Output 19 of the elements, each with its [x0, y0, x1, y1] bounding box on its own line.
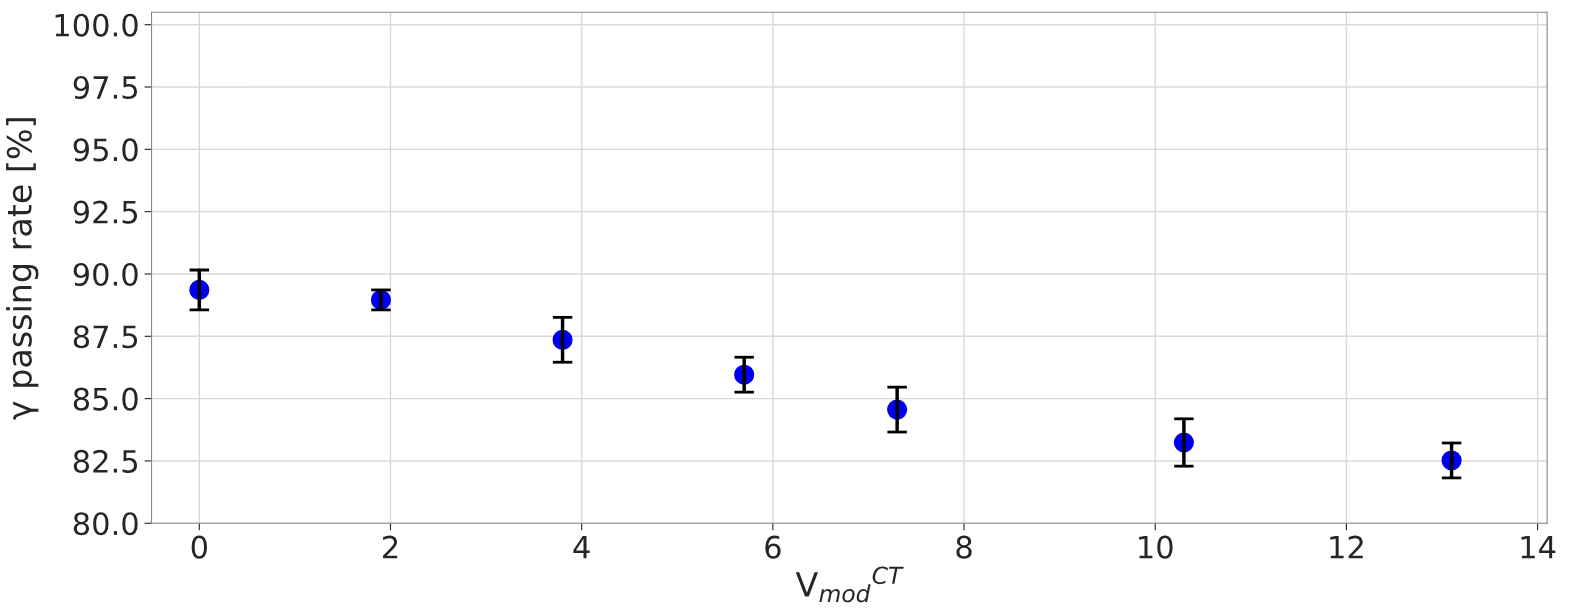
- x-tick-label: 12: [1330, 535, 1363, 559]
- x-tick-label: 10: [1139, 535, 1173, 559]
- y-tick-label: 97.5: [73, 75, 138, 100]
- y-tick-label: 90.0: [73, 262, 138, 287]
- y-tick-label: 82.5: [73, 449, 138, 473]
- x-tick-label: 14: [1521, 536, 1556, 559]
- y-tick-label: 95.0: [73, 138, 138, 162]
- y-tick-label: 92.5: [73, 200, 138, 224]
- y-tick-label: 85.0: [73, 387, 138, 411]
- x-axis-title: V$_{mod}$$^{CT}$: [795, 566, 904, 603]
- y-tick-label: 80.0: [73, 512, 138, 536]
- x-tick-label: 6: [765, 535, 781, 559]
- y-tick-label: 100.0: [55, 13, 138, 37]
- x-tick-label: 2: [383, 535, 398, 559]
- x-tick-label: 0: [191, 535, 208, 559]
- y-axis-title: γ passing rate [%]: [6, 118, 39, 420]
- x-tick-label: 4: [573, 536, 590, 559]
- x-tick-label: 8: [956, 535, 972, 559]
- y-tick-label: 87.5: [73, 325, 138, 349]
